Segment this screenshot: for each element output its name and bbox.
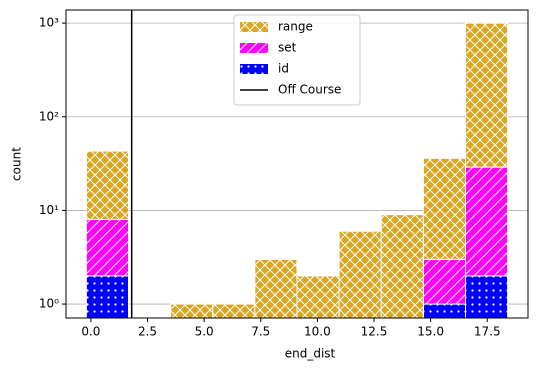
y-tick-label: 10² (39, 109, 59, 123)
x-tick-label: 17.5 (474, 325, 501, 339)
legend-swatch-hatch (240, 22, 268, 32)
legend-label: Off Course (278, 83, 341, 97)
bar-hatch (465, 275, 508, 318)
bar-hatch (339, 231, 382, 318)
y-tick-label: 10¹ (39, 203, 59, 217)
legend-label: id (278, 62, 289, 76)
bar-hatch (465, 167, 508, 276)
y-tick-label: 10⁰ (39, 297, 59, 311)
bar (422, 258, 466, 305)
legend-label: range (278, 20, 313, 34)
bar-hatch (423, 158, 466, 260)
bar (85, 150, 130, 220)
bar-hatch (86, 219, 129, 276)
bar-hatch (423, 259, 466, 305)
bar (422, 303, 466, 319)
legend-swatch-hatch (240, 64, 268, 74)
legend-swatch-hatch (240, 43, 268, 53)
x-tick-label: 15.0 (417, 325, 444, 339)
bar (85, 275, 130, 319)
x-tick-label: 2.5 (138, 325, 157, 339)
bar-hatch (170, 304, 213, 318)
bar (464, 166, 509, 277)
bar-hatch (381, 214, 424, 318)
bar (170, 303, 214, 319)
bar-hatch (297, 275, 340, 318)
bar (85, 218, 130, 277)
bar-hatch (86, 151, 129, 220)
bar (254, 258, 298, 319)
bar (212, 303, 256, 319)
x-tick-label: 10.0 (304, 325, 331, 339)
bar-hatch (212, 304, 255, 318)
bar-hatch (254, 259, 297, 318)
x-axis-label: end_dist (285, 347, 336, 361)
x-tick-label: 0.0 (81, 325, 100, 339)
bar-hatch (465, 23, 508, 168)
y-tick-label: 10³ (39, 16, 59, 30)
bar (422, 157, 466, 260)
plot-frame (65, 9, 529, 319)
legend-label: set (278, 41, 297, 55)
legend-box (233, 14, 361, 106)
x-tick-label: 5.0 (195, 325, 214, 339)
x-tick-label: 12.5 (361, 325, 388, 339)
bar (296, 275, 340, 319)
x-tick-label: 7.5 (251, 325, 270, 339)
bar (464, 22, 509, 168)
bar (338, 230, 382, 319)
bar (464, 275, 509, 319)
bar (380, 214, 424, 319)
bar-hatch (86, 275, 129, 318)
y-axis-label: count (10, 147, 24, 181)
bar-hatch (423, 304, 466, 318)
